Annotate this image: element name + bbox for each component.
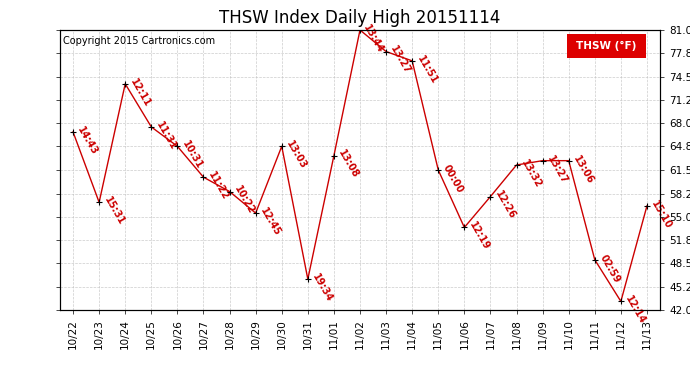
Text: 10:22: 10:22 [232, 184, 256, 216]
Text: 13:27: 13:27 [545, 153, 569, 185]
Text: 15:31: 15:31 [101, 195, 126, 227]
Text: 13:06: 13:06 [571, 153, 595, 185]
Text: 12:14: 12:14 [624, 294, 648, 326]
Text: 10:31: 10:31 [180, 139, 204, 171]
Text: 13:08: 13:08 [337, 148, 361, 180]
Text: Copyright 2015 Cartronics.com: Copyright 2015 Cartronics.com [63, 36, 215, 46]
Text: 13:44: 13:44 [362, 23, 386, 55]
Text: 12:19: 12:19 [467, 220, 491, 252]
Title: THSW Index Daily High 20151114: THSW Index Daily High 20151114 [219, 9, 501, 27]
Text: 15:10: 15:10 [649, 199, 673, 231]
Text: 13:03: 13:03 [284, 139, 308, 171]
Text: 11:51: 11:51 [415, 54, 439, 86]
Text: 19:34: 19:34 [310, 272, 335, 304]
Text: 13:32: 13:32 [519, 158, 543, 190]
Text: 13:27: 13:27 [388, 44, 413, 76]
Text: 00:00: 00:00 [441, 163, 465, 195]
Text: 12:45: 12:45 [258, 206, 282, 238]
Text: THSW (°F): THSW (°F) [576, 41, 637, 51]
Text: 02:59: 02:59 [598, 253, 622, 284]
Text: 11:22: 11:22 [206, 170, 230, 202]
Text: 12:11: 12:11 [128, 77, 152, 108]
Text: 11:31: 11:31 [154, 120, 178, 152]
Text: 12:26: 12:26 [493, 189, 518, 221]
Text: 14:43: 14:43 [76, 125, 100, 157]
